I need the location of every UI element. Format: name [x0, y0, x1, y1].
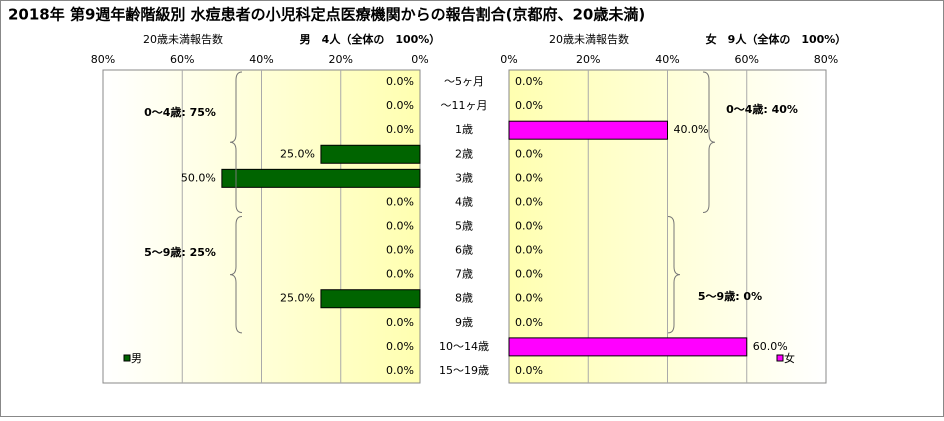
header: 男 4人（全体の 100%） [300, 32, 441, 46]
category-label: 2歳 [455, 147, 473, 160]
value-label: 0.0% [386, 195, 414, 208]
subtitle: 20歳未満報告数 [143, 33, 223, 46]
header: 女 9人（全体の 100%） [706, 32, 847, 46]
value-label: 0.0% [515, 195, 543, 208]
bar [320, 144, 421, 164]
value-label: 25.0% [280, 147, 315, 160]
value-label: 40.0% [674, 123, 709, 136]
legend-swatch [776, 354, 784, 362]
x-tick-label: 40% [655, 53, 679, 66]
category-label: 6歳 [455, 244, 473, 257]
bar [508, 337, 748, 357]
bracket [229, 71, 243, 213]
value-label: 0.0% [386, 99, 414, 112]
category-label: 15～19歳 [439, 364, 489, 377]
value-label: 50.0% [181, 171, 216, 184]
annotation: 0～4歳: 40% [726, 102, 798, 116]
x-tick-label: 60% [735, 53, 759, 66]
legend-label: 女 [784, 351, 795, 365]
chart-title: 2018年 第9週年齢階級別 水痘患者の小児科定点医療機関からの報告割合(京都府… [8, 6, 645, 24]
value-label: 0.0% [515, 292, 543, 305]
value-label: 0.0% [386, 75, 414, 88]
value-label: 0.0% [386, 364, 414, 377]
bracket [667, 215, 681, 334]
x-tick-label: 80% [814, 53, 838, 66]
bar [221, 168, 421, 188]
value-label: 0.0% [515, 147, 543, 160]
category-label: 7歳 [455, 268, 473, 281]
value-label: 0.0% [386, 123, 414, 136]
category-label: 10～14歳 [439, 340, 489, 353]
bracket [702, 71, 716, 213]
value-label: 0.0% [515, 220, 543, 233]
value-label: 25.0% [280, 292, 315, 305]
x-tick-label: 60% [170, 53, 194, 66]
value-label: 60.0% [753, 340, 788, 353]
category-label: 5歳 [455, 220, 473, 233]
category-label: 9歳 [455, 316, 473, 329]
category-label: ～11ヶ月 [441, 99, 488, 112]
bracket [229, 215, 243, 334]
value-label: 0.0% [386, 244, 414, 257]
value-label: 0.0% [386, 316, 414, 329]
category-label: 8歳 [455, 292, 473, 305]
value-label: 0.0% [515, 75, 543, 88]
x-tick-label: 20% [329, 53, 353, 66]
value-label: 0.0% [386, 268, 414, 281]
value-label: 0.0% [515, 244, 543, 257]
x-tick-label: 0% [500, 53, 517, 66]
value-label: 0.0% [386, 340, 414, 353]
bar [320, 289, 421, 309]
value-label: 0.0% [515, 364, 543, 377]
category-label: 3歳 [455, 171, 473, 184]
value-label: 0.0% [386, 220, 414, 233]
annotation: 5～9歳: 25% [144, 245, 216, 259]
category-label: 1歳 [455, 123, 473, 136]
category-label: 4歳 [455, 195, 473, 208]
value-label: 0.0% [515, 171, 543, 184]
value-label: 0.0% [515, 268, 543, 281]
x-tick-label: 0% [411, 53, 428, 66]
annotation: 5～9歳: 0% [698, 289, 762, 303]
x-tick-label: 20% [576, 53, 600, 66]
x-tick-label: 80% [91, 53, 115, 66]
bar [508, 120, 668, 140]
subtitle: 20歳未満報告数 [549, 33, 629, 46]
category-label: ～5ヶ月 [444, 75, 484, 88]
x-tick-label: 40% [249, 53, 273, 66]
value-label: 0.0% [515, 99, 543, 112]
annotation: 0～4歳: 75% [144, 105, 216, 119]
legend-label: 男 [131, 352, 142, 365]
legend-swatch [123, 354, 131, 362]
value-label: 0.0% [515, 316, 543, 329]
